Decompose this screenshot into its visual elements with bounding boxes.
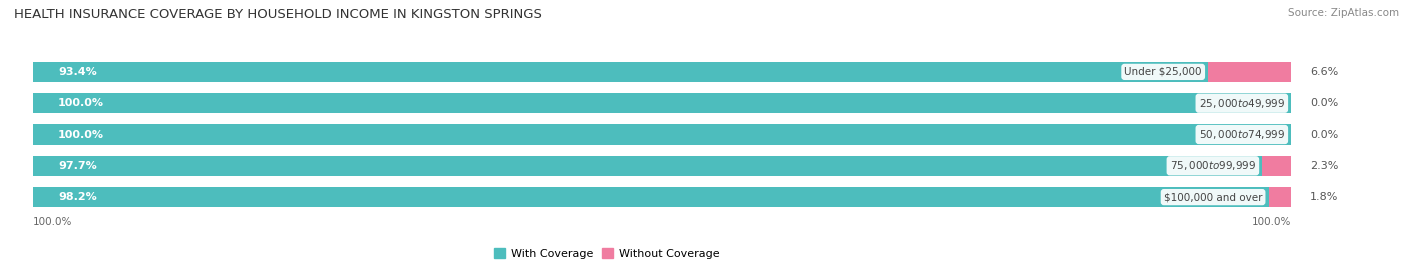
Text: 6.6%: 6.6% <box>1310 67 1339 77</box>
Text: 100.0%: 100.0% <box>58 129 104 140</box>
Text: $75,000 to $99,999: $75,000 to $99,999 <box>1170 159 1256 172</box>
FancyBboxPatch shape <box>1263 156 1291 176</box>
Text: HEALTH INSURANCE COVERAGE BY HOUSEHOLD INCOME IN KINGSTON SPRINGS: HEALTH INSURANCE COVERAGE BY HOUSEHOLD I… <box>14 8 541 21</box>
Text: 100.0%: 100.0% <box>1251 217 1291 228</box>
FancyBboxPatch shape <box>32 187 1291 207</box>
Text: 0.0%: 0.0% <box>1310 129 1339 140</box>
FancyBboxPatch shape <box>37 95 1288 112</box>
FancyBboxPatch shape <box>32 93 1291 113</box>
Text: 100.0%: 100.0% <box>58 98 104 108</box>
Text: 100.0%: 100.0% <box>32 217 72 228</box>
FancyBboxPatch shape <box>32 156 1263 176</box>
FancyBboxPatch shape <box>1208 62 1291 82</box>
Legend: With Coverage, Without Coverage: With Coverage, Without Coverage <box>489 244 724 263</box>
FancyBboxPatch shape <box>37 189 1288 206</box>
FancyBboxPatch shape <box>1268 187 1291 207</box>
FancyBboxPatch shape <box>32 124 1291 145</box>
Text: 2.3%: 2.3% <box>1310 161 1339 171</box>
Text: $50,000 to $74,999: $50,000 to $74,999 <box>1199 128 1285 141</box>
Text: 98.2%: 98.2% <box>58 192 97 202</box>
Text: 1.8%: 1.8% <box>1310 192 1339 202</box>
Text: Source: ZipAtlas.com: Source: ZipAtlas.com <box>1288 8 1399 18</box>
FancyBboxPatch shape <box>37 63 1288 80</box>
FancyBboxPatch shape <box>37 157 1288 174</box>
FancyBboxPatch shape <box>32 62 1291 82</box>
Text: $25,000 to $49,999: $25,000 to $49,999 <box>1199 97 1285 110</box>
Text: 93.4%: 93.4% <box>58 67 97 77</box>
FancyBboxPatch shape <box>32 93 1291 113</box>
FancyBboxPatch shape <box>37 126 1288 143</box>
Text: 97.7%: 97.7% <box>58 161 97 171</box>
FancyBboxPatch shape <box>32 187 1268 207</box>
FancyBboxPatch shape <box>32 62 1208 82</box>
Text: 0.0%: 0.0% <box>1310 98 1339 108</box>
Text: Under $25,000: Under $25,000 <box>1125 67 1202 77</box>
FancyBboxPatch shape <box>32 156 1291 176</box>
FancyBboxPatch shape <box>32 124 1291 145</box>
Text: $100,000 and over: $100,000 and over <box>1164 192 1263 202</box>
